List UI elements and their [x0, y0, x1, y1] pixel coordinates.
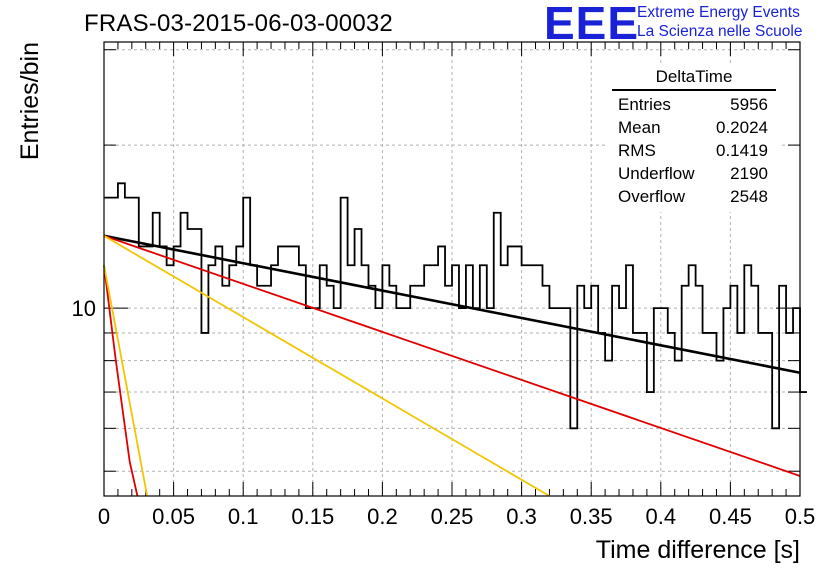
stats-label: RMS — [618, 141, 656, 160]
x-tick-label: 0.25 — [431, 504, 474, 529]
x-tick-label: 0.4 — [646, 504, 677, 529]
stats-title: DeltaTime — [656, 67, 733, 86]
fit-line — [103, 234, 801, 374]
x-tick-label: 0.15 — [291, 504, 334, 529]
stats-value: 5956 — [730, 95, 768, 114]
stats-value: 0.2024 — [716, 118, 768, 137]
axis-labels: 0 0.05 0.1 0.15 0.2 0.25 0.3 0.35 0.4 0.45 0.5 10 Ti… — [16, 42, 815, 564]
stats-label: Underflow — [618, 164, 695, 183]
x-tick-label: 0.2 — [367, 504, 398, 529]
x-tick-label: 0.1 — [228, 504, 259, 529]
eee-logo: EEE — [544, 0, 640, 49]
x-tick-label: 0.35 — [570, 504, 613, 529]
x-tick-label: 0.3 — [506, 504, 537, 529]
logo-caption-line1: Extreme Energy Events — [637, 4, 800, 21]
fit-line — [103, 265, 149, 497]
fit-line — [103, 234, 801, 477]
histogram-layer — [104, 182, 807, 430]
stats-label: Overflow — [618, 187, 686, 206]
fit-line — [103, 265, 139, 497]
x-axis-label: Time difference [s] — [596, 536, 800, 564]
y-tick-label: 10 — [72, 296, 96, 321]
logo-caption-line2: La Scienza nelle Scuole — [637, 23, 803, 40]
histogram-steps — [104, 182, 807, 430]
x-tick-label: 0.5 — [785, 504, 816, 529]
stats-value: 0.1419 — [716, 141, 768, 160]
fit-line — [103, 235, 550, 497]
grid — [104, 42, 800, 496]
plot-frame — [103, 41, 801, 497]
run-title: FRAS-03-2015-06-03-00032 — [84, 10, 393, 37]
stats-value: 2548 — [730, 187, 768, 206]
y-axis-label: Entries/bin — [16, 42, 44, 160]
x-tick-label: 0.45 — [709, 504, 752, 529]
stats-label: Entries — [618, 95, 671, 114]
eee-logo-caption: Extreme Energy Events La Scienza nelle S… — [637, 3, 802, 41]
stats-value: 2190 — [730, 164, 768, 183]
fit-curves — [103, 234, 801, 497]
stats-label: Mean — [618, 118, 661, 137]
x-tick-label: 0 — [98, 504, 110, 529]
x-tick-label: 0.05 — [152, 504, 195, 529]
stats-box: DeltaTime Entries 5956 Mean 0.2024 RMS 0.1419 U… — [608, 66, 780, 212]
